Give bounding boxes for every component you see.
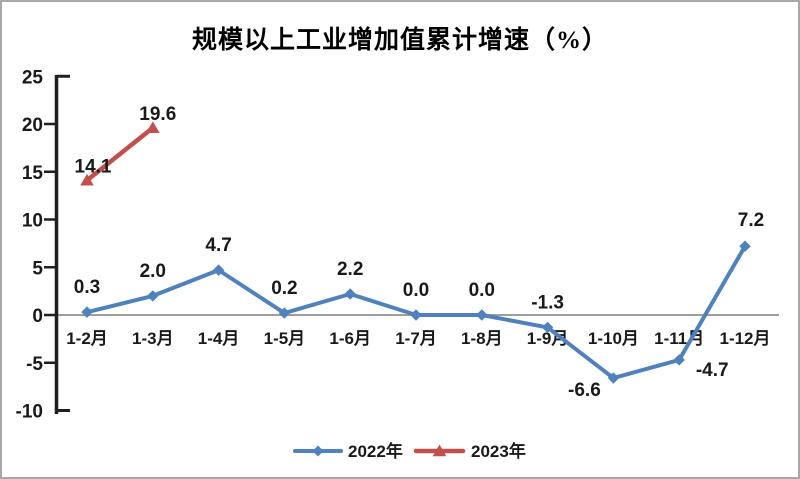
y-tick-label: 20: [22, 115, 43, 136]
legend-diamond-marker: [312, 445, 324, 457]
data-point-label: 4.7: [205, 235, 231, 256]
data-point-label: -6.6: [568, 380, 601, 401]
x-tick-label: 1-7月: [395, 329, 437, 348]
x-tick-label: 1-8月: [461, 329, 503, 348]
data-point-label: 0.2: [271, 278, 297, 299]
y-axis: 25 20 15 10 5 0 -5 -10: [16, 67, 779, 423]
data-point-marker: [80, 173, 94, 186]
x-tick-label: 1-10月: [588, 329, 639, 348]
data-point-marker: [673, 354, 685, 366]
data-point-marker: [81, 306, 93, 318]
data-point-marker: [278, 307, 291, 319]
legend-item-2022年: 2022年: [293, 441, 403, 461]
legend-item-2023年: 2023年: [413, 441, 526, 461]
data-point-label: 14.1: [75, 156, 112, 177]
data-point-label: 7.2: [738, 210, 764, 231]
y-tick-label: 5: [32, 258, 43, 279]
data-point-label: 2.2: [337, 259, 363, 280]
data-point-marker: [344, 288, 356, 300]
data-point-marker: [739, 240, 751, 252]
data-point-label: 0.0: [403, 280, 429, 301]
data-point-marker: [410, 309, 422, 321]
data-point-marker: [212, 264, 225, 276]
data-point-label: 2.0: [140, 261, 166, 282]
data-point-marker: [607, 372, 620, 384]
legend: 2022年 2023年: [293, 441, 526, 461]
data-point-label: 0.3: [74, 277, 100, 298]
x-tick-label: 1-2月: [66, 329, 108, 348]
data-point-marker: [476, 309, 488, 321]
y-tick-label: -10: [16, 402, 43, 423]
y-tick-label: 25: [22, 67, 44, 88]
x-tick-label: 1-12月: [719, 329, 770, 348]
y-tick-label: 15: [22, 163, 44, 184]
legend-triangle-marker: [432, 444, 447, 457]
legend-label: 2023年: [471, 441, 526, 461]
x-tick-label: 1-5月: [264, 329, 306, 348]
legend-label: 2022年: [348, 441, 403, 461]
x-tick-label: 1-3月: [132, 329, 174, 348]
data-labels: 0.3 2.0 4.7 0.2 2.2 0.0 0.0 -1.3 -6.6 -4.7 7.2 14.1…: [74, 104, 764, 401]
data-point-label: -1.3: [531, 292, 564, 313]
data-point-marker: [147, 290, 159, 302]
x-axis-labels: 1-2月 1-3月 1-4月 1-5月 1-6月 1-7月 1-8月 1-9月 1-10月 1-1…: [66, 329, 770, 348]
data-point-marker: [541, 321, 554, 334]
y-tick-label: -5: [26, 354, 43, 375]
x-tick-label: 1-11月: [654, 329, 704, 348]
data-point-marker: [146, 121, 160, 134]
data-point-label: 0.0: [469, 280, 495, 301]
data-point-label: -4.7: [696, 360, 729, 381]
series-layer: [80, 121, 751, 384]
x-tick-label: 1-4月: [198, 329, 240, 348]
chart-title: 规模以上工业增加值累计增速（%）: [191, 27, 608, 54]
x-tick-label: 1-6月: [329, 329, 371, 348]
y-tick-label: 10: [22, 211, 43, 232]
y-tick-label: 0: [32, 306, 43, 327]
data-point-label: 19.6: [139, 104, 176, 125]
series-line-2023年: [84, 125, 156, 183]
